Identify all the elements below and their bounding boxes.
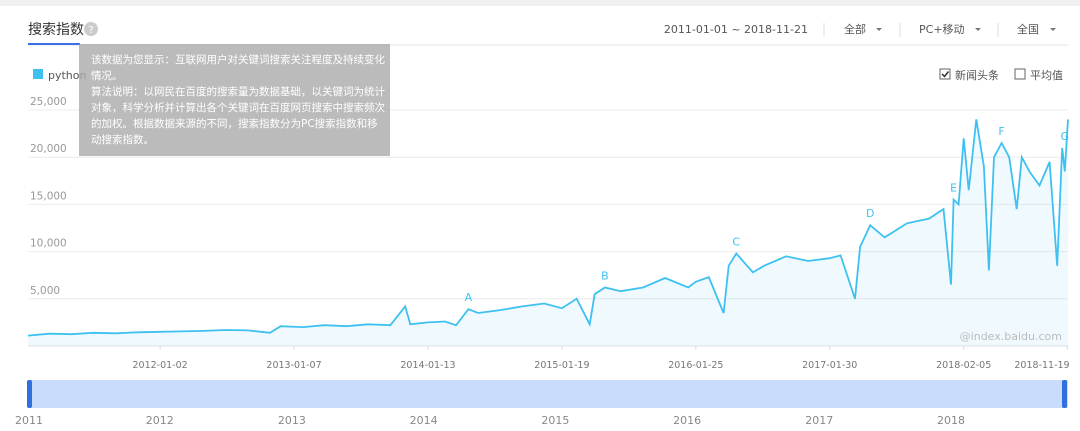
y-tick-label: 15,000 xyxy=(30,190,67,202)
x-tick-label: 2016-01-25 xyxy=(668,360,723,371)
annotation: A xyxy=(465,291,473,304)
annotation: G xyxy=(1060,130,1069,143)
annotation: C xyxy=(732,235,740,248)
check-mark xyxy=(941,71,950,78)
x-tick-label: 2013-01-07 xyxy=(266,360,321,371)
area xyxy=(28,119,1068,347)
slider-year: 2011 xyxy=(15,414,43,427)
x-tick-label: 2017-01-30 xyxy=(802,360,857,371)
tooltip-text: 算法说明：以网民在百度的搜索量为数据基础，以关键词为统计对象，科学分析并计算出各… xyxy=(91,86,385,146)
y-tick-label: 20,000 xyxy=(30,143,67,155)
help-glyph: ? xyxy=(88,25,93,36)
slider-year: 2017 xyxy=(805,414,833,427)
filter[interactable]: 全国 xyxy=(1017,22,1039,36)
annotation: B xyxy=(601,269,609,282)
caret xyxy=(975,28,981,31)
slider-handle[interactable] xyxy=(27,380,32,408)
date-range[interactable]: 2011-01-01 ~ 2018-11-21 xyxy=(664,23,808,36)
checkbox-label[interactable]: 新闻头条 xyxy=(955,68,999,82)
legend-swatch xyxy=(33,69,43,79)
slider-year: 2014 xyxy=(410,414,438,427)
y-tick-label: 5,000 xyxy=(30,285,60,297)
top-bar xyxy=(0,0,1080,6)
x-tick-label: 2015-01-19 xyxy=(534,360,589,371)
line xyxy=(27,119,1069,337)
annotation: E xyxy=(950,182,957,195)
slider-year: 2015 xyxy=(541,414,569,427)
x-tick-label: 2018-02-05 xyxy=(936,360,991,371)
x-tick-label: 2012-01-02 xyxy=(133,360,188,371)
filter[interactable]: PC+移动 xyxy=(919,23,965,36)
y-tick-label: 25,000 xyxy=(30,96,67,108)
slider-year: 2016 xyxy=(673,414,701,427)
slider-year: 2013 xyxy=(278,414,306,427)
watermark: @index.baidu.com xyxy=(960,330,1062,343)
annotation: D xyxy=(866,207,874,220)
legend-label[interactable]: python xyxy=(48,69,87,82)
slider-year: 2012 xyxy=(146,414,174,427)
slider-year: 2018 xyxy=(937,414,965,427)
caret xyxy=(876,28,882,31)
tooltip: 该数据为您显示：互联网用户对关键词搜索关注程度及持续变化情况。 算法说明：以网民… xyxy=(79,44,390,156)
annotation: F xyxy=(998,125,1004,138)
y-tick-label: 10,000 xyxy=(30,238,67,250)
caret xyxy=(1050,28,1056,31)
slider-handle[interactable] xyxy=(1062,380,1067,408)
filter[interactable]: 全部 xyxy=(844,22,866,36)
checkbox[interactable] xyxy=(939,68,951,80)
checkbox[interactable] xyxy=(1014,68,1026,80)
title: 搜索指数 xyxy=(28,21,84,38)
tab-underline xyxy=(28,43,80,45)
x-tick-label: 2018-11-19 xyxy=(1014,360,1069,371)
x-tick-label: 2014-01-13 xyxy=(400,360,455,371)
tooltip-text: 该数据为您显示：互联网用户对关键词搜索关注程度及持续变化情况。 xyxy=(91,54,385,82)
help-icon[interactable] xyxy=(84,22,98,36)
range-slider[interactable] xyxy=(28,380,1068,408)
checkbox-label[interactable]: 平均值 xyxy=(1030,69,1063,82)
